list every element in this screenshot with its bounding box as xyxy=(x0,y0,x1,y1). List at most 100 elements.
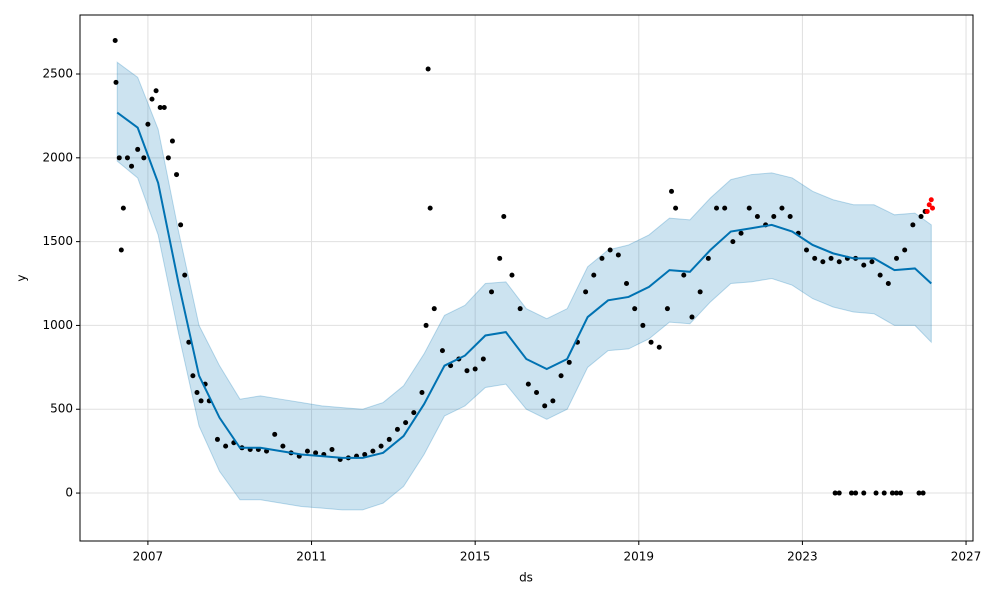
observation xyxy=(186,339,192,345)
x-tick-label: 2019 xyxy=(624,550,655,564)
uncertainty-band xyxy=(116,61,932,511)
observation xyxy=(869,259,875,265)
observation xyxy=(370,448,376,454)
observation xyxy=(362,452,368,458)
observation xyxy=(169,138,175,144)
observation xyxy=(779,205,785,211)
observation xyxy=(722,205,728,211)
observation xyxy=(411,410,417,416)
observation xyxy=(439,348,445,354)
observation xyxy=(640,322,646,328)
observation xyxy=(881,490,887,496)
observation xyxy=(194,389,200,395)
observation xyxy=(836,490,842,496)
observation xyxy=(885,281,891,287)
observation xyxy=(112,37,118,43)
observation xyxy=(656,344,662,350)
observation xyxy=(129,163,135,169)
observation xyxy=(898,490,904,496)
observation xyxy=(853,490,859,496)
observation xyxy=(214,436,220,442)
observation xyxy=(591,272,597,278)
observation xyxy=(820,259,826,265)
observation xyxy=(378,443,384,449)
observation xyxy=(599,255,605,261)
observation xyxy=(889,490,895,496)
observation xyxy=(664,306,670,312)
observation xyxy=(497,255,503,261)
observation xyxy=(157,105,163,111)
observation xyxy=(272,431,278,437)
observation xyxy=(894,490,900,496)
x-tick-label: 2023 xyxy=(787,550,818,564)
observation xyxy=(425,66,431,72)
observation xyxy=(118,247,124,253)
observation xyxy=(480,356,486,362)
x-tick-label: 2015 xyxy=(460,550,491,564)
observation xyxy=(771,213,777,219)
observation xyxy=(313,450,319,456)
observation xyxy=(534,389,540,395)
y-tick-label: 500 xyxy=(50,402,73,416)
observation xyxy=(924,208,930,214)
observation xyxy=(161,105,167,111)
observation xyxy=(566,359,572,365)
observation xyxy=(697,289,703,295)
observation xyxy=(648,339,654,345)
observation xyxy=(419,389,425,395)
observation xyxy=(902,247,908,253)
observation xyxy=(746,205,752,211)
observation xyxy=(501,213,507,219)
observation xyxy=(517,306,523,312)
observation xyxy=(705,255,711,261)
observation xyxy=(787,213,793,219)
observation xyxy=(632,306,638,312)
observation xyxy=(738,230,744,236)
observation xyxy=(120,205,126,211)
observation xyxy=(431,306,437,312)
y-tick-label: 0 xyxy=(65,486,73,500)
observation xyxy=(182,272,188,278)
observation xyxy=(714,205,720,211)
x-tick-label: 2011 xyxy=(296,550,327,564)
observation xyxy=(149,96,155,102)
observation xyxy=(804,247,810,253)
observation xyxy=(124,155,130,161)
observation xyxy=(836,259,842,265)
x-tick-label: 2027 xyxy=(951,550,982,564)
observation xyxy=(926,202,932,208)
observation xyxy=(916,490,922,496)
y-tick-label: 2000 xyxy=(42,150,73,164)
observation xyxy=(689,314,695,320)
observation xyxy=(754,213,760,219)
plot-frame xyxy=(79,14,974,542)
y-axis-label: y xyxy=(15,274,29,281)
observation xyxy=(669,188,675,194)
observation xyxy=(280,443,286,449)
observation xyxy=(673,205,679,211)
observation xyxy=(448,363,454,369)
observation xyxy=(583,289,589,295)
observation xyxy=(558,373,564,379)
observation xyxy=(894,255,900,261)
observation xyxy=(165,155,171,161)
observation xyxy=(910,222,916,228)
observation xyxy=(730,239,736,245)
observation xyxy=(832,490,838,496)
observation xyxy=(873,490,879,496)
observation xyxy=(509,272,515,278)
forecast-line xyxy=(116,111,932,459)
observation xyxy=(861,490,867,496)
observation xyxy=(928,197,934,203)
observation xyxy=(223,443,229,449)
observation xyxy=(174,172,180,178)
observation xyxy=(812,255,818,261)
observation xyxy=(153,88,159,94)
observation xyxy=(920,490,926,496)
y-tick-label: 1500 xyxy=(42,234,73,248)
observation xyxy=(624,281,630,287)
observation xyxy=(427,205,433,211)
observation xyxy=(135,146,141,152)
observation xyxy=(116,155,122,161)
observation xyxy=(423,322,429,328)
